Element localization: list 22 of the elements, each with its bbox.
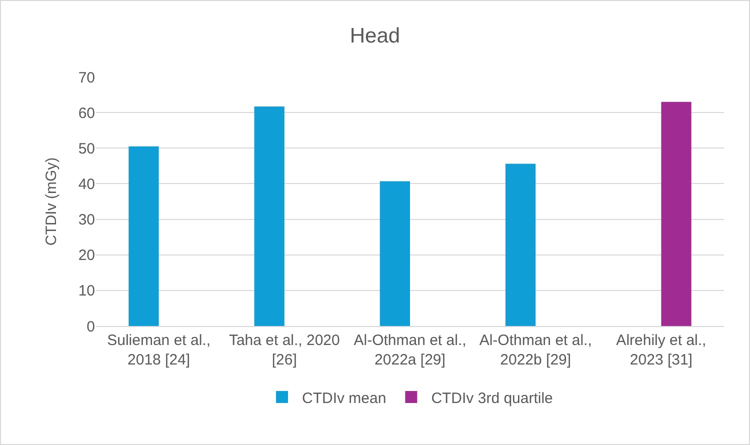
legend-label: CTDIv 3rd quartile	[431, 390, 553, 407]
x-tick-label: Taha et al., 2020 [26]	[228, 332, 340, 368]
y-tick-label: 30	[78, 212, 95, 229]
x-tick-label: Sulieman et al., 2018 [24]	[107, 332, 210, 368]
y-tick-label: 60	[78, 104, 95, 122]
y-axis-title: CTDIv (mGy)	[43, 157, 60, 246]
x-tick-label: Al-Othman et al., 2022b [29]	[479, 332, 592, 368]
chart-title: Head	[350, 24, 400, 48]
x-tick-label: Alrehily et al., 2023 [31]	[616, 332, 706, 368]
y-tick-label: 50	[78, 140, 95, 158]
y-tick-label: 0	[86, 318, 95, 336]
bar	[254, 106, 284, 326]
y-tick-label: 20	[78, 247, 95, 264]
bar	[505, 164, 536, 326]
legend-label: CTDIv mean	[302, 390, 386, 407]
bar	[661, 102, 692, 326]
y-tick-label: 70	[78, 69, 95, 86]
bar	[128, 146, 159, 326]
x-tick-label: Al-Othman et al., 2022a [29]	[354, 332, 466, 368]
bar	[380, 181, 410, 326]
y-tick-label: 40	[78, 176, 95, 193]
y-tick-label: 10	[78, 282, 95, 300]
